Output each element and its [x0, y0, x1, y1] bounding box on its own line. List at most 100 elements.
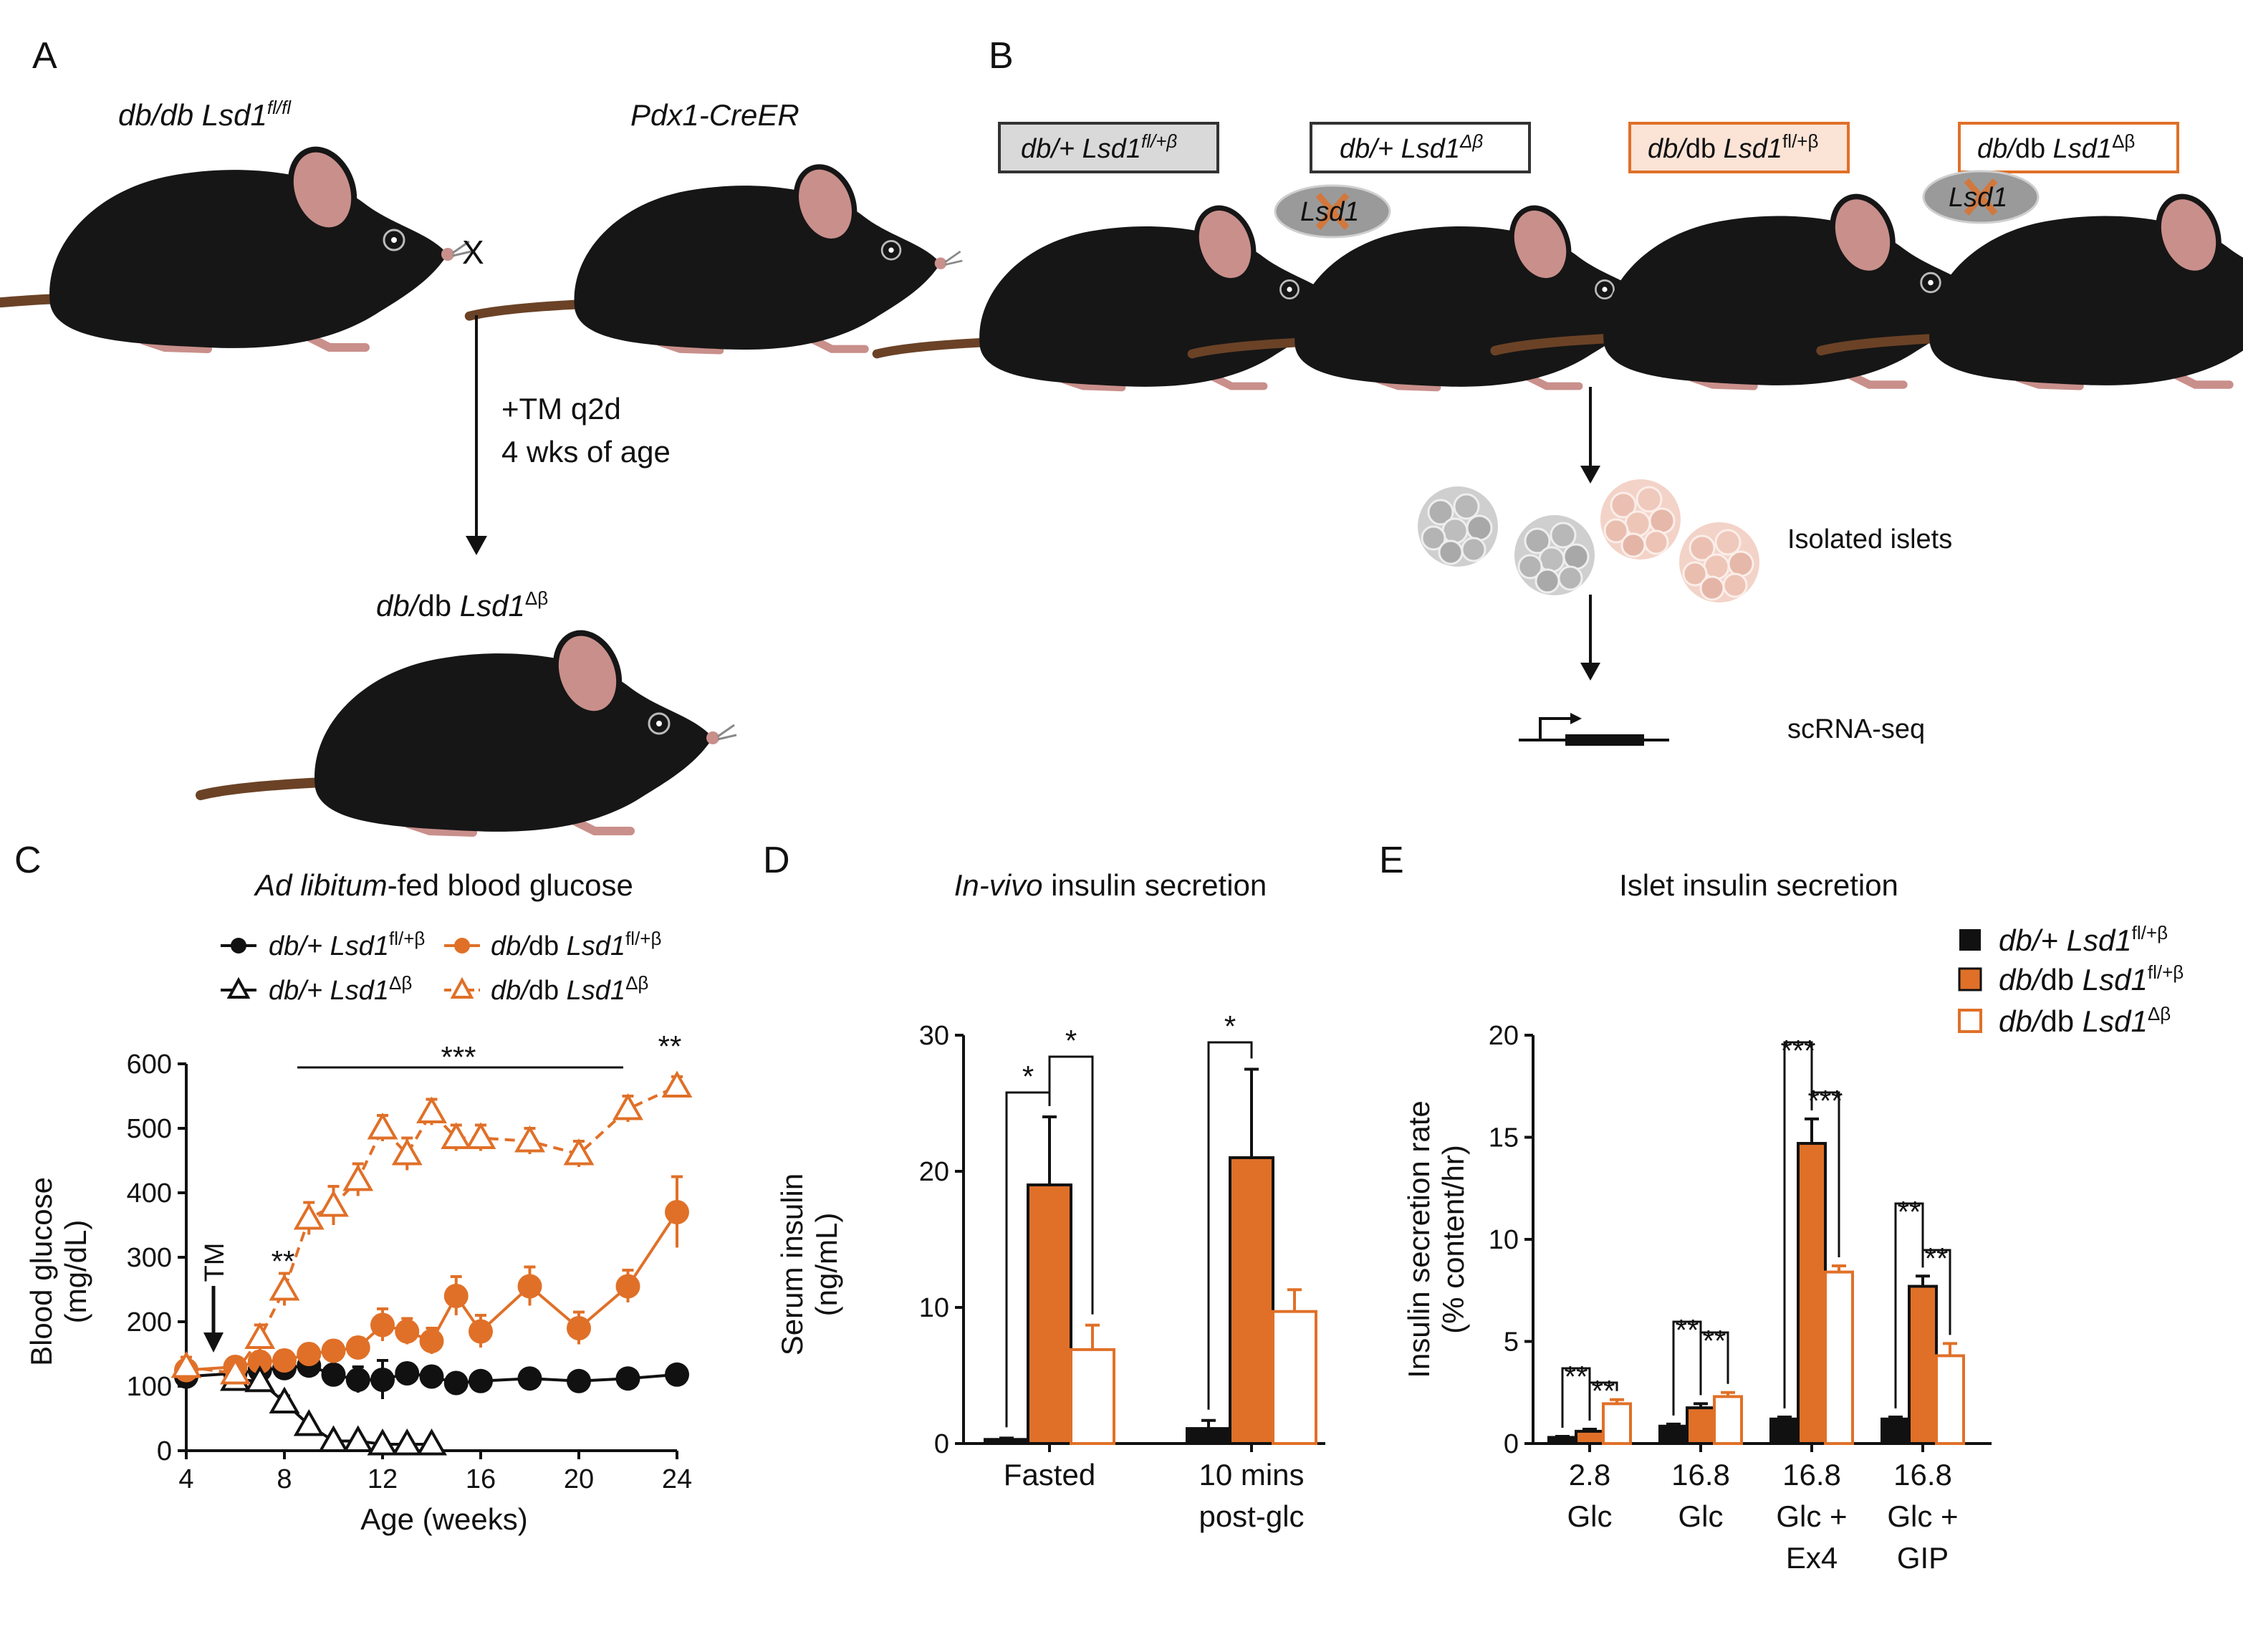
c-point	[514, 1125, 545, 1153]
panel-e-letter: E	[1379, 840, 1404, 881]
panel-c-ylabel-2: (mg/dL)	[59, 1220, 92, 1324]
d-x-tick-label: post-glc	[1199, 1499, 1304, 1533]
e-bar	[1824, 1270, 1854, 1445]
knockout-badge-2: Lsd1	[1922, 170, 2040, 224]
e-bar	[1602, 1402, 1632, 1446]
c-y-tick-label: 100	[127, 1372, 172, 1402]
cross-arrow-head	[466, 536, 487, 555]
tm-arrow-head	[203, 1332, 224, 1353]
sig-e-0-a-label: **	[1565, 1360, 1588, 1393]
c-point	[665, 1362, 689, 1387]
c-point	[395, 1319, 420, 1344]
c-point	[615, 1274, 640, 1299]
c-point	[469, 1368, 493, 1393]
c-point	[517, 1366, 542, 1391]
treatment-line1: +TM q2d	[501, 392, 621, 426]
d-bar	[1070, 1348, 1115, 1446]
step-isolated-islets: Isolated islets	[1787, 524, 1952, 554]
panel-b: B db/+ Lsd1fl/+β db/+ Lsd1Δβ db/db Lsd1f…	[877, 35, 2243, 746]
tm-label: TM	[200, 1243, 230, 1282]
knockout-cross-icon	[1964, 178, 1998, 216]
c-point	[615, 1366, 640, 1391]
c-point	[293, 1408, 325, 1436]
genotype-box-2	[1310, 122, 1531, 173]
e-bar	[1575, 1429, 1605, 1446]
c-point	[220, 1357, 251, 1385]
c-point	[269, 1386, 300, 1413]
sig-d-3-label: *	[1224, 1009, 1236, 1043]
e-y-tick-label: 0	[1504, 1429, 1519, 1459]
d-y-tick-label: 0	[934, 1429, 949, 1459]
c-series-line-0	[186, 1364, 678, 1385]
c-point	[318, 1425, 349, 1452]
d-bar	[984, 1438, 1029, 1446]
d-x-tick-label: 10 mins	[1199, 1458, 1304, 1492]
sig-e-2-b-label: ***	[1807, 1084, 1843, 1118]
islet-grey-2-icon	[1513, 514, 1596, 597]
e-bar	[1881, 1417, 1911, 1446]
c-point	[416, 1428, 447, 1456]
legend-marker-triangle-black	[226, 976, 251, 999]
mouse-parent2-icon	[469, 158, 962, 350]
c-point	[367, 1428, 398, 1456]
legend-e-1: db/+ Lsd1fl/+β	[1999, 922, 2168, 957]
sig-e-2-a	[1783, 1041, 1813, 1408]
d-bar	[1272, 1310, 1317, 1445]
c-point	[269, 1273, 300, 1301]
sig-e-0-b	[1588, 1381, 1618, 1421]
c-point	[443, 1284, 469, 1308]
panel-c-legend: db/+ Lsd1fl/+β db/db Lsd1fl/+β db/+ Lsd1…	[221, 928, 661, 1006]
c-x-tick-label: 20	[564, 1464, 594, 1494]
d-y-tick-label: 10	[919, 1293, 949, 1323]
e-y-tick-label: 15	[1489, 1123, 1519, 1153]
legend-swatch-black	[1959, 929, 1981, 951]
e-x-tick-label: Glc +	[1887, 1499, 1958, 1533]
genotype-box-4	[1958, 122, 2179, 173]
sig-c-8wk: **	[272, 1244, 295, 1278]
sig-e-3-a-label: **	[1898, 1195, 1921, 1229]
panel-e-ylabel-2: (% content/hr)	[1436, 1145, 1470, 1334]
c-point	[247, 1349, 272, 1374]
c-point	[395, 1361, 420, 1386]
legend-c-4: db/db Lsd1Δβ	[491, 972, 648, 1006]
flow-arrow-2-head	[1580, 663, 1600, 681]
c-point	[272, 1348, 297, 1373]
genotype-box-4-label: db/db Lsd1Δβ	[1977, 130, 2135, 164]
offspring-genotype: db/db Lsd1Δβ	[376, 587, 548, 623]
c-point	[370, 1312, 395, 1338]
c-point	[441, 1122, 472, 1149]
c-point	[244, 1365, 276, 1393]
e-x-tick-label: 16.8	[1671, 1458, 1730, 1492]
e-x-tick-label: GIP	[1897, 1541, 1949, 1575]
panel-c-title: Ad libitum-fed blood glucose	[253, 868, 633, 902]
flow-arrow-1-head	[1580, 466, 1600, 484]
c-point	[370, 1368, 395, 1392]
legend-swatch-open-orange	[1958, 1009, 1982, 1033]
sig-c-bar-label: ***	[441, 1040, 476, 1074]
sig-d-2-label: *	[1065, 1024, 1077, 1057]
c-point	[318, 1189, 349, 1217]
parent2-genotype: Pdx1-CreER	[630, 98, 799, 132]
c-point	[342, 1425, 374, 1452]
c-point	[613, 1092, 643, 1120]
panel-a-letter: A	[32, 35, 57, 77]
c-series-line-1	[186, 1211, 678, 1372]
knockout-label-2: Lsd1	[1949, 183, 2007, 213]
c-y-tick-label: 200	[127, 1307, 172, 1338]
legend-e-3: db/db Lsd1Δβ	[1999, 1003, 2171, 1038]
c-point	[563, 1138, 595, 1166]
sig-d-3	[1207, 1041, 1253, 1410]
c-point	[297, 1342, 322, 1366]
knockout-badge-1: Lsd1	[1274, 184, 1391, 239]
islet-grey-1-icon	[1416, 485, 1499, 568]
c-y-tick-label: 400	[127, 1178, 172, 1209]
e-y-tick-label: 10	[1489, 1225, 1519, 1255]
panel-d-title: In-vivo insulin secretion	[954, 868, 1267, 902]
panel-e-ylabel-1: Insulin secretion rate	[1402, 1100, 1436, 1378]
c-point	[419, 1364, 444, 1389]
c-x-tick-label: 8	[277, 1464, 292, 1494]
panel-d-plot: 0 10 20 30 Fasted 10 mins post-glc * * *	[919, 1009, 1325, 1533]
c-point	[661, 1070, 693, 1098]
legend-swatch-orange	[1958, 967, 1982, 991]
panel-d-letter: D	[763, 840, 790, 881]
